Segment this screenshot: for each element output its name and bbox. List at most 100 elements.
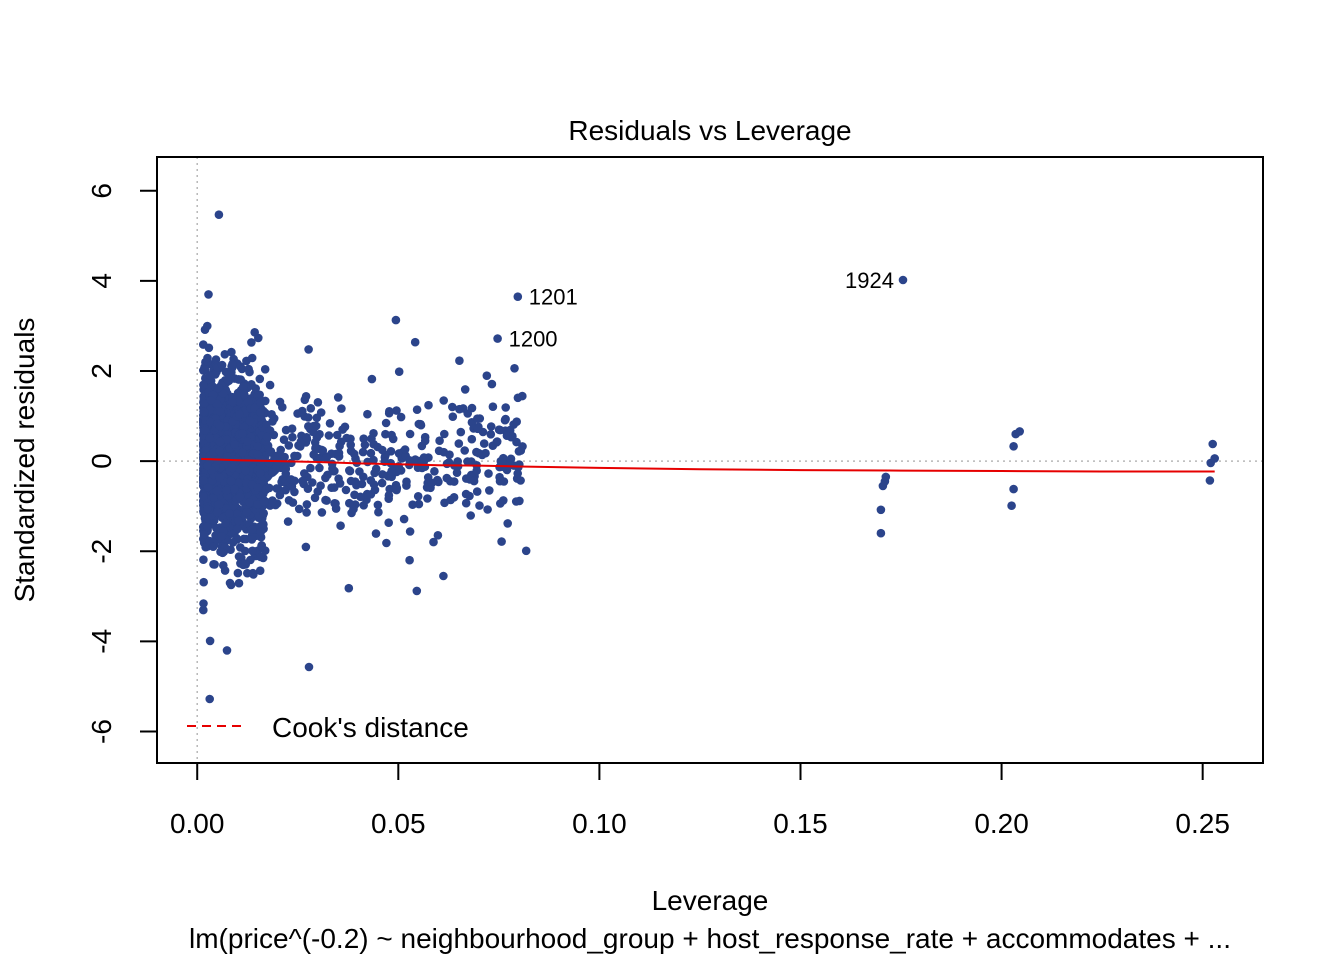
data-point <box>456 427 466 437</box>
data-point <box>346 440 356 450</box>
data-point <box>469 476 479 486</box>
data-point <box>329 466 338 476</box>
data-point <box>275 490 285 500</box>
data-point <box>260 365 270 374</box>
data-point <box>262 432 272 442</box>
data-point <box>300 469 309 478</box>
data-point <box>876 505 886 515</box>
data-point <box>209 493 218 502</box>
data-point <box>427 478 437 488</box>
data-point <box>214 500 224 509</box>
data-point <box>363 409 372 419</box>
data-point <box>242 508 252 517</box>
data-point <box>321 495 330 505</box>
data-point <box>212 507 222 517</box>
data-point <box>479 439 489 448</box>
data-point <box>495 476 505 486</box>
data-point <box>222 435 231 444</box>
data-point <box>413 492 423 501</box>
legend-cooks-label: Cook's distance <box>272 712 469 743</box>
data-point <box>1009 442 1018 451</box>
data-point <box>199 475 208 485</box>
y-axis: -6 -4 -2 0 2 4 6 <box>86 183 158 744</box>
data-point <box>217 360 227 370</box>
data-point <box>373 500 383 510</box>
data-point <box>513 469 522 478</box>
data-point <box>239 382 248 391</box>
data-point <box>199 380 208 390</box>
data-point <box>881 472 891 482</box>
data-point <box>199 492 208 501</box>
data-point <box>396 412 406 422</box>
data-point <box>255 374 265 384</box>
data-point <box>228 538 238 547</box>
y-tick-label: -6 <box>86 719 117 744</box>
data-point <box>345 498 354 508</box>
data-point <box>318 446 328 455</box>
data-point <box>281 464 291 474</box>
y-tick-label: 4 <box>86 273 117 289</box>
data-point <box>341 485 351 495</box>
data-point <box>334 452 344 461</box>
data-point <box>510 364 519 373</box>
data-point <box>250 328 259 337</box>
data-point <box>304 662 314 672</box>
data-point <box>259 497 269 506</box>
data-point <box>472 487 482 496</box>
data-point <box>204 290 213 299</box>
data-point <box>374 507 383 517</box>
data-point <box>359 472 368 482</box>
data-point <box>302 500 312 509</box>
data-point <box>454 439 464 448</box>
data-point <box>400 445 410 454</box>
data-point <box>503 519 512 528</box>
y-tick-label: 0 <box>86 453 117 469</box>
data-point <box>222 486 231 495</box>
data-point <box>302 433 311 442</box>
data-point <box>317 508 327 517</box>
data-points <box>199 210 1219 704</box>
data-point <box>499 453 508 463</box>
data-point <box>306 404 316 413</box>
data-point <box>253 483 263 492</box>
y-tick-label: 6 <box>86 183 117 199</box>
data-point <box>369 455 378 465</box>
data-point <box>486 430 496 439</box>
data-point <box>506 454 516 464</box>
y-axis-label: Standardized residuals <box>9 318 40 603</box>
data-point <box>512 417 521 427</box>
data-point <box>203 353 212 363</box>
data-point <box>245 416 255 426</box>
point-label: 1201 <box>529 285 578 310</box>
data-point <box>315 463 324 473</box>
data-point <box>455 356 464 366</box>
data-point <box>215 437 225 447</box>
data-point <box>281 425 291 435</box>
data-point <box>256 552 265 562</box>
x-tick-label: 0.05 <box>371 808 426 839</box>
x-axis: 0.00 0.05 0.10 0.15 0.20 0.25 <box>170 762 1230 839</box>
y-tick-label: -2 <box>86 539 117 564</box>
data-point <box>496 499 505 508</box>
data-point <box>228 463 237 473</box>
data-point <box>226 476 236 486</box>
data-point <box>502 431 512 441</box>
data-point <box>308 427 318 437</box>
data-point <box>281 485 290 495</box>
data-point <box>235 492 245 502</box>
data-point <box>483 505 492 514</box>
data-point <box>267 410 276 419</box>
data-point <box>233 568 243 578</box>
data-point <box>387 430 396 440</box>
data-point <box>876 528 886 538</box>
data-point <box>1210 454 1219 463</box>
data-point <box>359 434 369 444</box>
data-point <box>217 532 227 541</box>
data-point <box>221 518 230 528</box>
data-point <box>410 337 420 347</box>
data-point <box>439 447 449 457</box>
data-point <box>239 422 249 432</box>
data-point <box>420 436 430 446</box>
data-point <box>424 400 433 410</box>
data-point <box>234 578 244 588</box>
